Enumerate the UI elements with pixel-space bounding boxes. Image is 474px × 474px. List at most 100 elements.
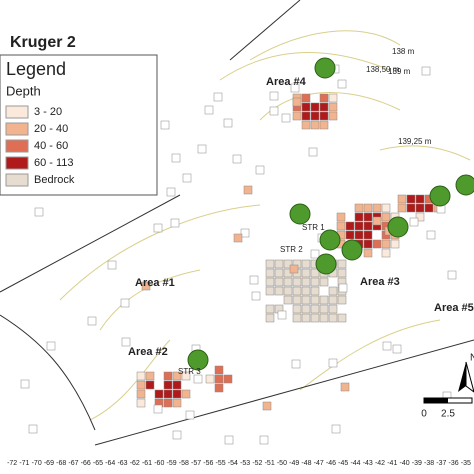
unit bbox=[274, 268, 284, 278]
unit bbox=[214, 383, 224, 393]
unit bbox=[345, 230, 355, 240]
unit bbox=[87, 316, 97, 326]
axis-label: -64 bbox=[105, 460, 115, 467]
unit bbox=[269, 91, 279, 101]
unit bbox=[310, 111, 320, 121]
unit bbox=[421, 66, 431, 76]
unit bbox=[328, 358, 338, 368]
axis-label: -72 bbox=[7, 460, 17, 467]
unit bbox=[337, 79, 347, 89]
unit bbox=[213, 92, 223, 102]
legend-label: 20 - 40 bbox=[34, 123, 68, 135]
axis-band bbox=[0, 452, 474, 474]
axis-label: -44 bbox=[350, 460, 360, 467]
site-boundary bbox=[0, 0, 474, 446]
unit bbox=[301, 268, 311, 278]
unit bbox=[381, 239, 391, 249]
unit bbox=[415, 203, 425, 213]
unit bbox=[397, 203, 407, 213]
unit bbox=[259, 435, 269, 445]
scale-label: 2.5 bbox=[441, 409, 455, 420]
scale-label: 0 bbox=[421, 409, 427, 420]
legend-label: 3 - 20 bbox=[34, 106, 62, 118]
axis-label: -38 bbox=[424, 460, 434, 467]
unit bbox=[243, 185, 253, 195]
unit bbox=[319, 313, 329, 323]
unit bbox=[328, 295, 338, 305]
unit bbox=[406, 203, 416, 213]
unit bbox=[310, 120, 320, 130]
axis-label: -51 bbox=[265, 460, 275, 467]
contour-label: 138 m bbox=[392, 47, 415, 56]
unit bbox=[223, 374, 233, 384]
unit bbox=[310, 102, 320, 112]
unit bbox=[34, 207, 44, 217]
unit bbox=[121, 337, 131, 347]
legend-swatch bbox=[5, 156, 29, 170]
unit bbox=[310, 286, 320, 296]
unit bbox=[249, 275, 259, 285]
unit bbox=[20, 379, 30, 389]
unit bbox=[240, 228, 250, 238]
legend-swatch bbox=[5, 105, 29, 119]
area-label: Area #4 bbox=[266, 76, 307, 88]
axis-label: -45 bbox=[338, 460, 348, 467]
unit bbox=[310, 249, 320, 259]
unit bbox=[172, 380, 182, 390]
unit bbox=[204, 105, 214, 115]
unit bbox=[319, 111, 329, 121]
unit bbox=[381, 212, 391, 222]
unit bbox=[363, 221, 373, 231]
axis-label: -59 bbox=[166, 460, 176, 467]
unit bbox=[363, 230, 373, 240]
axis-label: -55 bbox=[216, 460, 226, 467]
unit bbox=[170, 218, 180, 228]
unit bbox=[214, 365, 224, 375]
contour-label: 138,50 m bbox=[366, 65, 400, 74]
tree bbox=[289, 203, 311, 225]
unit bbox=[337, 268, 347, 278]
unit bbox=[46, 341, 56, 351]
unit bbox=[154, 389, 164, 399]
tree bbox=[341, 239, 363, 261]
unit bbox=[301, 277, 311, 287]
unit bbox=[171, 153, 181, 163]
unit bbox=[310, 313, 320, 323]
unit bbox=[319, 304, 329, 314]
unit bbox=[390, 239, 400, 249]
unit bbox=[274, 277, 284, 287]
unit bbox=[319, 93, 329, 103]
unit bbox=[301, 295, 311, 305]
unit bbox=[185, 410, 195, 420]
unit bbox=[301, 120, 311, 130]
unit bbox=[363, 239, 373, 249]
unit bbox=[363, 212, 373, 222]
unit bbox=[28, 424, 38, 434]
unit bbox=[328, 313, 338, 323]
axis-label: -46 bbox=[326, 460, 336, 467]
unit bbox=[274, 286, 284, 296]
tree bbox=[315, 253, 337, 275]
contour-label: 139 m bbox=[388, 67, 411, 76]
unit bbox=[340, 382, 350, 392]
unit bbox=[447, 270, 457, 280]
unit bbox=[292, 304, 302, 314]
unit bbox=[172, 398, 182, 408]
axis-label: -61 bbox=[142, 460, 152, 467]
unit bbox=[269, 106, 279, 116]
contour-label: 139,25 m bbox=[398, 137, 432, 146]
unit bbox=[345, 221, 355, 231]
unit bbox=[181, 371, 191, 381]
unit bbox=[107, 260, 117, 270]
structure-label: STR 3 bbox=[178, 367, 201, 376]
unit bbox=[160, 120, 170, 130]
unit bbox=[120, 298, 130, 308]
unit bbox=[336, 221, 346, 231]
axis-label: -35 bbox=[461, 460, 471, 467]
unit bbox=[406, 194, 416, 204]
unit bbox=[136, 389, 146, 399]
unit bbox=[310, 268, 320, 278]
unit bbox=[136, 398, 146, 408]
unit bbox=[319, 295, 329, 305]
unit bbox=[292, 277, 302, 287]
